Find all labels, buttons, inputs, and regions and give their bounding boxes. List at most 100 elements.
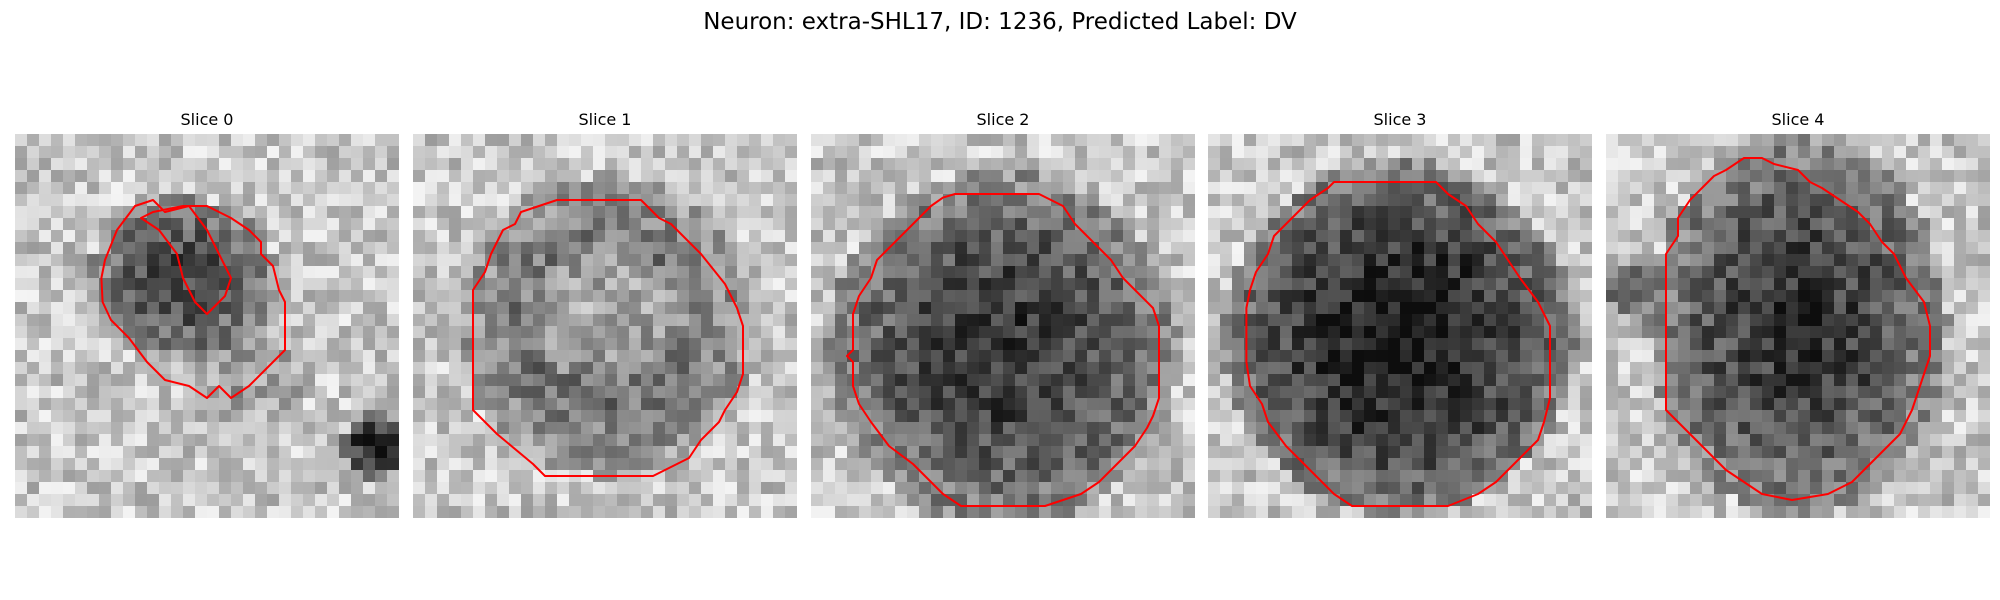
image-pixel xyxy=(1654,350,1667,363)
image-pixel xyxy=(231,158,244,171)
image-pixel xyxy=(449,266,462,279)
image-pixel xyxy=(943,314,956,327)
image-pixel xyxy=(677,506,690,518)
image-pixel xyxy=(339,314,352,327)
image-pixel xyxy=(1232,434,1245,447)
image-pixel xyxy=(725,386,738,399)
image-pixel xyxy=(243,470,256,483)
image-pixel xyxy=(593,242,606,255)
image-pixel xyxy=(183,362,196,375)
image-pixel xyxy=(509,290,522,303)
image-pixel xyxy=(303,218,316,231)
image-pixel xyxy=(147,326,160,339)
image-pixel xyxy=(363,230,376,243)
image-pixel xyxy=(713,206,726,219)
image-pixel xyxy=(485,230,498,243)
image-pixel xyxy=(545,314,558,327)
image-pixel xyxy=(967,506,980,518)
image-pixel xyxy=(339,278,352,291)
image-pixel xyxy=(1123,182,1136,195)
image-pixel xyxy=(485,134,498,147)
image-pixel xyxy=(823,266,836,279)
image-pixel xyxy=(1642,314,1655,327)
image-pixel xyxy=(1738,194,1751,207)
image-pixel xyxy=(27,326,40,339)
image-pixel xyxy=(629,290,642,303)
image-pixel xyxy=(267,374,280,387)
image-pixel xyxy=(219,410,232,423)
image-pixel xyxy=(449,446,462,459)
image-pixel xyxy=(1027,398,1040,411)
image-pixel xyxy=(1220,482,1233,495)
image-pixel xyxy=(1750,218,1763,231)
image-pixel xyxy=(1027,302,1040,315)
image-pixel xyxy=(1702,182,1715,195)
image-pixel xyxy=(425,374,438,387)
image-pixel xyxy=(533,134,546,147)
image-pixel xyxy=(231,506,244,518)
image-pixel xyxy=(955,326,968,339)
image-pixel xyxy=(1978,242,1990,255)
image-pixel xyxy=(1786,134,1799,147)
image-pixel xyxy=(1171,242,1184,255)
image-pixel xyxy=(1942,254,1955,267)
image-pixel xyxy=(51,326,64,339)
image-pixel xyxy=(1460,218,1473,231)
image-pixel xyxy=(1678,374,1691,387)
image-pixel xyxy=(557,302,570,315)
image-pixel xyxy=(1063,398,1076,411)
image-pixel xyxy=(749,494,762,507)
image-pixel xyxy=(1532,362,1545,375)
image-pixel xyxy=(363,254,376,267)
image-pixel xyxy=(303,278,316,291)
image-pixel xyxy=(1822,338,1835,351)
image-pixel xyxy=(725,326,738,339)
image-pixel xyxy=(593,266,606,279)
image-pixel xyxy=(629,458,642,471)
image-pixel xyxy=(1003,290,1016,303)
image-pixel xyxy=(1532,146,1545,159)
image-pixel xyxy=(1630,158,1643,171)
image-pixel xyxy=(1388,230,1401,243)
image-pixel xyxy=(689,458,702,471)
image-pixel xyxy=(617,494,630,507)
image-pixel xyxy=(1448,326,1461,339)
image-pixel xyxy=(1292,374,1305,387)
image-pixel xyxy=(291,350,304,363)
image-pixel xyxy=(1520,482,1533,495)
image-pixel xyxy=(1015,434,1028,447)
image-pixel xyxy=(461,482,474,495)
image-pixel xyxy=(387,182,399,195)
image-pixel xyxy=(1484,350,1497,363)
image-pixel xyxy=(1352,314,1365,327)
image-pixel xyxy=(859,386,872,399)
image-pixel xyxy=(1003,314,1016,327)
image-pixel xyxy=(629,386,642,399)
image-pixel xyxy=(1532,326,1545,339)
image-pixel xyxy=(1666,266,1679,279)
image-pixel xyxy=(979,446,992,459)
image-pixel xyxy=(1810,434,1823,447)
image-pixel xyxy=(473,482,486,495)
image-pixel xyxy=(279,206,292,219)
image-pixel xyxy=(1280,506,1293,518)
image-pixel xyxy=(1774,146,1787,159)
image-pixel xyxy=(895,374,908,387)
image-pixel xyxy=(1171,326,1184,339)
image-pixel xyxy=(907,434,920,447)
image-pixel xyxy=(895,206,908,219)
image-pixel xyxy=(339,134,352,147)
image-pixel xyxy=(749,242,762,255)
image-pixel xyxy=(135,158,148,171)
image-pixel xyxy=(1460,446,1473,459)
image-pixel xyxy=(437,386,450,399)
image-pixel xyxy=(315,398,328,411)
image-pixel xyxy=(1183,194,1195,207)
image-pixel xyxy=(315,494,328,507)
image-pixel xyxy=(207,182,220,195)
image-pixel xyxy=(1159,374,1172,387)
image-pixel xyxy=(1484,182,1497,195)
image-pixel xyxy=(967,422,980,435)
image-pixel xyxy=(761,374,774,387)
image-pixel xyxy=(1220,278,1233,291)
